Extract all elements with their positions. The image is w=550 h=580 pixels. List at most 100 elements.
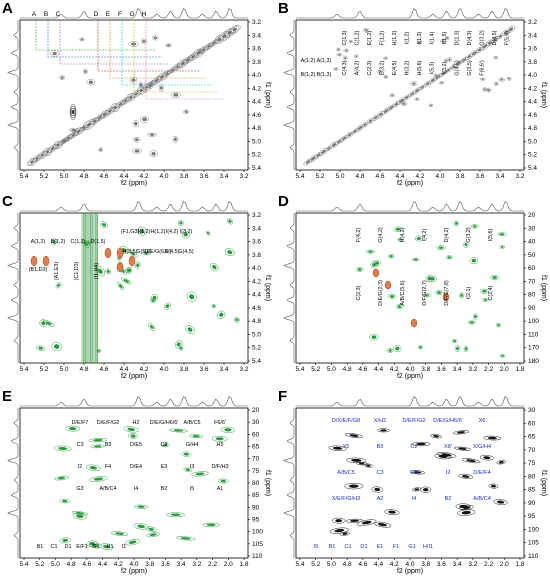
- spectrum-plot: 5.4 5.2 5.0 4.8 4.6 4.4 4.2 4.0 3.8 3.6 3.4 3.2 f2 (…: [7, 8, 271, 187]
- crosspeak: [464, 347, 468, 351]
- crosspeak: [212, 264, 217, 270]
- diagonal-peak: [409, 92, 415, 96]
- diagonal-peak: [46, 150, 50, 154]
- crosspeak: [482, 289, 487, 293]
- diagonal-peak: [69, 132, 78, 138]
- y-tick-label: 80: [528, 473, 536, 480]
- x-tick-label: 3.4: [177, 561, 186, 568]
- peak-label: B(1,2): [301, 72, 316, 78]
- crosspeak: [395, 346, 400, 351]
- x-tick-label: 4.6: [358, 366, 367, 373]
- y-axis-label: f1 (ppm): [540, 275, 547, 301]
- crosspeak: [440, 81, 444, 84]
- diagonal-peak: [383, 109, 389, 113]
- x-tick-label: 3.2: [192, 561, 201, 568]
- crosspeak: [444, 59, 447, 62]
- y-tick-label: 95: [252, 517, 260, 524]
- crosspeak: [149, 133, 155, 136]
- x-tick-label: 2.2: [484, 366, 493, 373]
- y-tick-label: 3.6: [252, 239, 261, 246]
- peak-label: I(1,2): [405, 32, 411, 45]
- crosspeak: [134, 149, 140, 153]
- x-tick-label: 5.2: [311, 561, 320, 568]
- peak-label: C2: [410, 444, 417, 450]
- crosspeak: [424, 294, 429, 297]
- diagonal-peak: [164, 71, 171, 76]
- y-tick-label: 180: [528, 358, 539, 365]
- y-tick-label: 110: [528, 331, 539, 338]
- y-tick-label: 4.4: [252, 292, 261, 299]
- crosspeak: [97, 349, 101, 352]
- diagonal-peak: [492, 37, 498, 42]
- crosspeak: [115, 532, 124, 535]
- diagonal-peak: [215, 36, 223, 43]
- x-tick-label: 2.0: [500, 561, 509, 568]
- x-tick-label: 1.8: [515, 561, 524, 568]
- crosspeak: [483, 88, 487, 91]
- crosspeak: [219, 312, 224, 317]
- crosspeak: [383, 74, 388, 79]
- peak-label: I2: [78, 464, 83, 470]
- highlight-peak: [116, 261, 124, 273]
- crosspeak: [181, 451, 192, 457]
- crosspeak: [333, 67, 339, 71]
- diagonal-peak: [101, 111, 109, 118]
- crosspeak: [397, 237, 403, 242]
- diagonal-peak: [403, 94, 410, 100]
- crosspeak: [500, 354, 505, 357]
- peak-label: X/H2: [374, 418, 386, 424]
- y-tick-label: 3.6: [528, 46, 537, 53]
- x-tick-label: 2.2: [208, 561, 217, 568]
- peak-label: I3: [190, 464, 195, 470]
- x-tick-label: 5.4: [295, 366, 304, 373]
- crosspeak: [413, 471, 422, 474]
- x-tick-label: 4.0: [129, 561, 138, 568]
- crosspeak: [62, 499, 68, 503]
- crosspeak: [361, 520, 372, 525]
- crosspeak: [466, 459, 476, 463]
- crosspeak: [386, 348, 394, 353]
- crosspeak: [488, 483, 499, 489]
- crosspeak: [142, 39, 146, 43]
- crosspeak: [402, 102, 406, 106]
- crosspeak: [365, 464, 371, 467]
- crosspeak: [349, 40, 352, 43]
- peak-label: I(4,2): [166, 229, 179, 235]
- peak-label: X/G/H4: [473, 444, 491, 450]
- diagonal-peak: [118, 102, 123, 106]
- peak-label: D(1,5): [91, 239, 106, 245]
- y-tick-label: 5.0: [252, 138, 261, 145]
- crosspeak: [461, 510, 471, 515]
- crosspeak: [436, 291, 442, 294]
- crosspeak: [206, 231, 210, 235]
- crosspeak: [342, 532, 348, 535]
- crosspeak: [38, 346, 44, 350]
- crosspeak: [173, 93, 179, 97]
- x-tick-label: 4.0: [159, 366, 168, 373]
- y-axis-label: f1 (ppm): [264, 275, 271, 301]
- crosspeak: [96, 348, 102, 353]
- peak-label: H5: [217, 442, 224, 448]
- crosspeak: [71, 128, 77, 132]
- peak-label: A/B/C4: [99, 486, 116, 492]
- peak-label: (I1,H4): [94, 263, 100, 280]
- crosspeak: [102, 544, 111, 549]
- crosspeak: [152, 35, 159, 41]
- crosspeak: [336, 47, 341, 52]
- crosspeak: [220, 426, 235, 433]
- crosspeak: [447, 57, 452, 63]
- residue-label: F: [118, 11, 122, 18]
- crosspeak: [173, 137, 178, 142]
- peak-label: D(4,2): [444, 227, 450, 242]
- crosspeak: [95, 266, 105, 277]
- x-tick-label: 4.6: [375, 173, 384, 180]
- crosspeak: [140, 38, 147, 44]
- crosspeak: [493, 55, 499, 60]
- peak-label: G(4,2): [378, 227, 384, 242]
- y-tick-label: 110: [252, 553, 263, 560]
- peak-label: D(4,5): [492, 30, 498, 45]
- panel-a: A 5.4 5.2 5.0 4.8 4.6 4.4 4.2 4.0 3.8 3.6 3.4 3.2 f2…: [0, 0, 271, 190]
- crosspeak: [133, 523, 149, 530]
- peak-label: H2: [133, 420, 140, 426]
- peak-label: I4: [134, 486, 139, 492]
